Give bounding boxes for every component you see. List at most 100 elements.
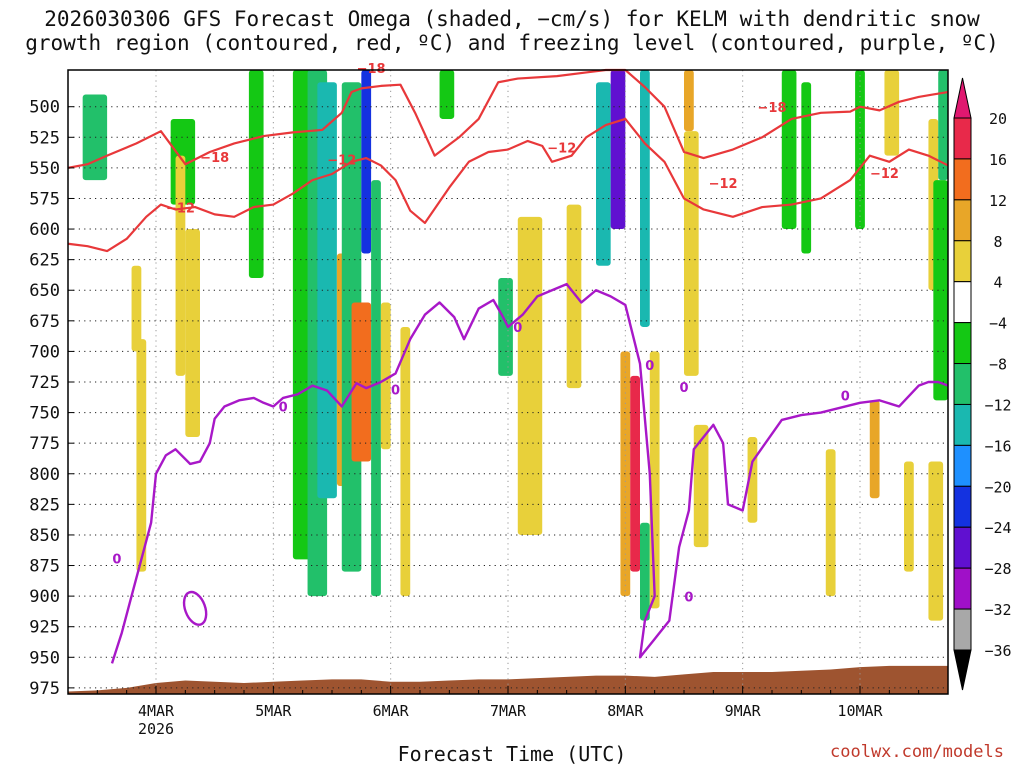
- y-tick-label: 600: [29, 220, 60, 240]
- y-tick-label: 500: [29, 98, 60, 118]
- colorbar-swatch: [953, 485, 972, 528]
- omega-cell: [928, 461, 944, 621]
- contour-label: 0: [279, 401, 288, 416]
- colorbar: 20 16 12 8 4 −4 −8 −12 −16 −20 −24 −28 −32 −36: [953, 77, 1012, 691]
- y-tick-label: 825: [29, 495, 60, 515]
- y-tick-label: 675: [29, 312, 60, 332]
- colorbar-label: −24: [984, 519, 1011, 537]
- omega-cell: [869, 400, 880, 499]
- colorbar-label: −12: [984, 396, 1011, 414]
- x-tick-sublabel: 2026: [138, 720, 174, 738]
- contour-label: 0: [391, 384, 400, 399]
- contour-line: [182, 590, 208, 626]
- contour-label: −18: [758, 101, 787, 116]
- contour-label: 0: [841, 390, 850, 405]
- contour-label: 0: [684, 590, 693, 605]
- omega-cell: [131, 265, 142, 352]
- omega-cell: [439, 70, 455, 119]
- contour-line: [110, 282, 949, 664]
- contour-label: −12: [709, 177, 738, 192]
- contour-label: −12: [547, 141, 576, 156]
- chart-title-line-2: growth region (contoured, red, ºC) and f…: [25, 31, 999, 55]
- ground-fill: [68, 665, 948, 694]
- gridlines: [68, 70, 948, 694]
- y-tick-label: 925: [29, 618, 60, 638]
- omega-cell: [400, 326, 411, 597]
- colorbar-swatch: [953, 403, 972, 446]
- colorbar-swatch: [953, 322, 972, 365]
- colorbar-swatch: [953, 117, 972, 160]
- colorbar-swatch: [953, 363, 972, 405]
- colorbar-label: −36: [984, 642, 1011, 660]
- y-tick-label: 750: [29, 404, 60, 424]
- credit-text: coolwx.com/models: [830, 742, 1004, 762]
- omega-cell: [371, 180, 381, 597]
- colorbar-swatch: [953, 240, 972, 283]
- colorbar-label: 12: [989, 192, 1007, 210]
- omega-cell: [517, 216, 543, 535]
- y-tick-label: 850: [29, 526, 60, 546]
- omega-cell: [640, 70, 650, 327]
- contour-label: −12: [166, 201, 195, 216]
- omega-cell: [693, 424, 709, 548]
- colorbar-swatch: [953, 567, 972, 610]
- colorbar-swatch: [953, 199, 972, 242]
- contour-label: 0: [679, 381, 688, 396]
- omega-cell: [938, 70, 948, 181]
- colorbar-label: −4: [989, 315, 1007, 333]
- omega-cell: [933, 180, 948, 401]
- contour-line: [67, 68, 949, 169]
- omega-cell: [175, 155, 186, 376]
- omega-cell: [825, 449, 836, 597]
- omega-cell: [801, 82, 812, 254]
- colorbar-swatch: [953, 158, 972, 201]
- x-tick-label: 4MAR: [138, 702, 175, 720]
- omega-cell: [610, 70, 626, 230]
- omega-cell: [684, 70, 694, 132]
- contour-label: 0: [645, 359, 654, 374]
- y-tick-label: 700: [29, 342, 60, 362]
- omega-cell: [185, 229, 200, 438]
- x-tick-label: 7MAR: [490, 702, 527, 720]
- contour-label: −18: [200, 151, 229, 166]
- colorbar-label: −20: [984, 478, 1011, 496]
- colorbar-label: 20: [989, 110, 1007, 128]
- omega-cell: [884, 70, 900, 156]
- colorbar-swatch: [953, 281, 972, 324]
- colorbar-label: 16: [989, 151, 1007, 169]
- y-tick-label: 800: [29, 465, 60, 485]
- colorbar-label: 8: [993, 233, 1002, 251]
- y-tick-label: 900: [29, 587, 60, 607]
- colorbar-extend-bottom: [953, 649, 972, 691]
- y-axis: 500 525 550 575 600 625 650 675 700 725 750 775 800 8…: [29, 98, 74, 699]
- colorbar-label: 4: [993, 274, 1002, 292]
- x-tick-label: 6MAR: [373, 702, 410, 720]
- ground-layer: [68, 665, 948, 694]
- x-tick-label: 8MAR: [607, 702, 644, 720]
- contour-label: −12: [870, 167, 899, 182]
- y-tick-label: 725: [29, 373, 60, 393]
- colorbar-label: −28: [984, 560, 1011, 578]
- colorbar-extend-top: [953, 77, 972, 119]
- y-tick-label: 975: [29, 679, 60, 699]
- omega-cell: [361, 70, 372, 254]
- omega-cell: [566, 204, 582, 389]
- x-axis-label: Forecast Time (UTC): [397, 742, 627, 766]
- omega-cell: [317, 82, 337, 499]
- x-tick-label: 9MAR: [725, 702, 762, 720]
- colorbar-swatch: [953, 444, 972, 487]
- contour-label: 0: [112, 552, 121, 567]
- omega-cell: [684, 131, 699, 376]
- chart-title-line-1: 2026030306 GFS Forecast Omega (shaded, −…: [44, 7, 980, 31]
- colorbar-label: −32: [984, 601, 1011, 619]
- omega-cell: [82, 94, 108, 181]
- omega-cell: [640, 522, 650, 621]
- y-tick-label: 525: [29, 128, 60, 148]
- colorbar-label: −8: [989, 356, 1007, 374]
- x-tick-label: 10MAR: [837, 702, 883, 720]
- omega-cell: [248, 70, 264, 278]
- colorbar-swatch: [953, 608, 972, 651]
